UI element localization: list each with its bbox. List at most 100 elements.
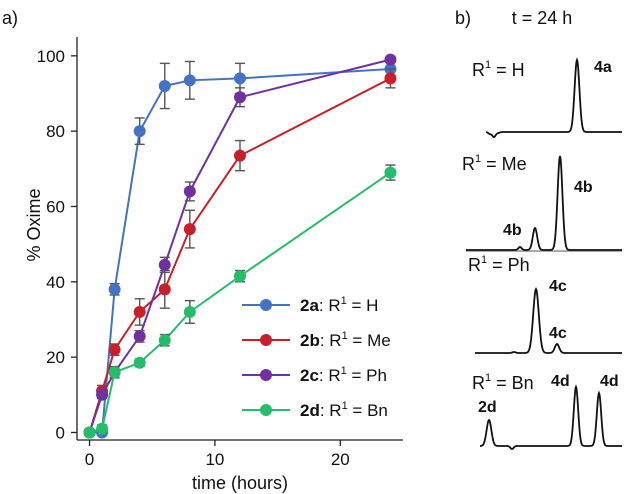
legend-swatch-marker	[260, 334, 272, 346]
legend-text: : R	[320, 401, 342, 420]
series-line-2d	[89, 171, 392, 434]
data-point-2c	[96, 388, 109, 401]
legend-superscript: 1	[341, 365, 347, 377]
legend-swatch-marker	[260, 369, 272, 381]
data-point-2d	[108, 366, 121, 379]
peak-label: 4c	[549, 278, 567, 295]
y-tick-label: 100	[37, 47, 65, 66]
peak-label: 4d	[600, 373, 619, 390]
x-tick-label: 10	[205, 450, 224, 469]
legend-label: 2d: R1 = Bn	[300, 400, 388, 420]
data-point-2c	[158, 258, 171, 271]
data-point-2d	[96, 422, 109, 435]
legend-superscript: 1	[341, 295, 347, 307]
data-point-2b	[108, 343, 121, 356]
peak-label: 2d	[478, 399, 497, 416]
panel-a-label: a)	[2, 8, 18, 28]
trace-signal	[480, 384, 622, 450]
data-point-2a	[108, 283, 121, 296]
data-point-2d	[83, 426, 96, 439]
chromatogram-trace-4: R1 = Bn 2d 4d 4d	[472, 372, 622, 450]
legend-label: 2b: R1 = Me	[300, 330, 391, 350]
peak-label: 4d	[551, 373, 570, 390]
trace-label-r: R	[462, 154, 475, 174]
data-point-2d	[133, 356, 146, 369]
y-tick-label: 0	[56, 423, 65, 442]
legend-item-2a: 2a: R1 = H	[242, 295, 378, 315]
data-point-2c	[384, 53, 397, 66]
panel-a: a) 0 20 40 60 80 100 0 10 20 % Oxime time (hour…	[2, 8, 403, 493]
legend-text: : R	[319, 296, 341, 315]
legend-swatch-marker	[260, 299, 272, 311]
legend-compound: 2a	[300, 296, 319, 315]
chromatogram-trace-3: R1 = Ph 4c 4c	[468, 254, 622, 354]
trace-label-rest: = H	[491, 60, 525, 80]
panel-b-label: b)	[455, 8, 471, 28]
trace-label-r: R	[472, 373, 485, 393]
data-point-2c	[183, 185, 196, 198]
series-line-2a	[89, 68, 391, 434]
trace-signal	[466, 155, 622, 251]
peak-label: 4a	[594, 59, 612, 76]
trace-label-r: R	[472, 60, 485, 80]
trace-label-superscript: 1	[475, 153, 481, 165]
legend-text-tail: = Me	[348, 331, 391, 350]
data-point-2a	[234, 72, 246, 85]
data-point-2d	[234, 270, 246, 283]
trace-condition-label: R1 = H	[472, 59, 525, 80]
x-ticks: 0 10 20	[85, 440, 350, 469]
legend-label: 2c: R1 = Ph	[300, 365, 387, 385]
data-point-2b	[158, 283, 171, 296]
series-2d	[83, 164, 397, 439]
y-axis-label: % Oxime	[24, 188, 44, 261]
data-point-2a	[133, 125, 146, 138]
x-tick-label: 0	[85, 450, 94, 469]
trace-label-superscript: 1	[481, 254, 487, 266]
data-point-2d	[158, 334, 171, 347]
legend-item-2d: 2d: R1 = Bn	[242, 400, 388, 420]
data-point-2b	[384, 72, 397, 85]
trace-label-rest: = Bn	[491, 373, 534, 393]
y-tick-label: 60	[46, 197, 65, 216]
peak-label: 4b	[574, 179, 593, 196]
trace-label-rest: = Me	[481, 154, 527, 174]
legend-text-tail: = Ph	[347, 366, 387, 385]
legend-text: : R	[319, 366, 341, 385]
legend-item-2c: 2c: R1 = Ph	[242, 365, 387, 385]
data-point-2a	[183, 74, 196, 87]
legend-superscript: 1	[342, 330, 348, 342]
legend-text-tail: = H	[347, 296, 379, 315]
legend-text-tail: = Bn	[348, 401, 388, 420]
y-tick-label: 80	[46, 122, 65, 141]
legend-compound: 2b	[300, 331, 320, 350]
data-point-2b	[133, 305, 146, 318]
trace-label-r: R	[468, 255, 481, 275]
chromatogram-trace-2: R1 = Me 4b 4b	[462, 153, 622, 252]
y-tick-label: 20	[46, 348, 65, 367]
trace-condition-label: R1 = Me	[462, 153, 527, 174]
data-point-2a	[158, 79, 171, 92]
legend-compound: 2c	[300, 366, 319, 385]
legend-item-2b: 2b: R1 = Me	[242, 330, 391, 350]
data-point-2c	[234, 91, 246, 104]
chromatogram-trace-1: R1 = H 4a	[472, 57, 622, 139]
panel-b-title: t = 24 h	[512, 8, 573, 28]
legend-swatch-marker	[260, 404, 272, 416]
series-layer	[83, 53, 397, 439]
peak-label: 4c	[549, 325, 567, 342]
data-point-2b	[183, 223, 196, 236]
trace-condition-label: R1 = Ph	[468, 254, 530, 275]
trace-label-superscript: 1	[485, 372, 491, 384]
trace-label-rest: = Ph	[487, 255, 530, 275]
peak-label: 4b	[503, 222, 522, 239]
x-axis-label: time (hours)	[192, 473, 288, 493]
legend-superscript: 1	[342, 400, 348, 412]
data-point-2d	[183, 305, 196, 318]
y-ticks: 0 20 40 60 80 100	[37, 47, 77, 442]
legend-label: 2a: R1 = H	[300, 295, 378, 315]
legend-compound: 2d	[300, 401, 320, 420]
